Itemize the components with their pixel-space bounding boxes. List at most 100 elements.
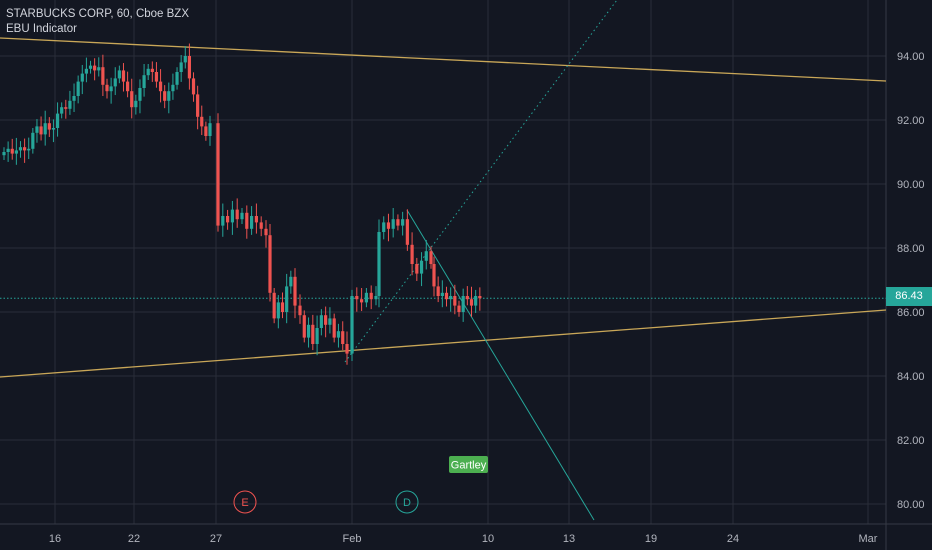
candle-body bbox=[126, 81, 130, 92]
candle-body bbox=[23, 147, 27, 151]
candle-body bbox=[419, 260, 424, 274]
candle-body bbox=[377, 232, 381, 296]
y-tick-label: 88.00 bbox=[897, 243, 925, 255]
candle-body bbox=[429, 251, 433, 264]
x-tick-label: Feb bbox=[343, 533, 362, 545]
candle-body bbox=[401, 219, 405, 226]
candle-body bbox=[474, 296, 478, 306]
event-marker-circle bbox=[395, 490, 419, 514]
candle-body bbox=[250, 216, 254, 229]
time-axis[interactable]: 16 22 27 Feb 10 13 19 24 Mar bbox=[49, 533, 878, 545]
candle-body bbox=[200, 116, 204, 127]
candle-body bbox=[465, 296, 469, 300]
candle-body bbox=[391, 219, 395, 229]
candle-body bbox=[280, 302, 285, 312]
candle-body bbox=[461, 296, 465, 312]
candle-body bbox=[6, 148, 10, 152]
symbol-title[interactable]: STARBUCKS CORP, 60, Cboe BZX bbox=[6, 8, 190, 20]
price-axis[interactable]: 80.00 82.00 84.00 86.00 88.00 90.00 92.00 94.00 bbox=[897, 51, 925, 511]
candle-body bbox=[332, 318, 336, 338]
last-price-tag: 86.43 bbox=[886, 287, 932, 306]
candle-body bbox=[440, 292, 444, 296]
candle-body bbox=[35, 126, 39, 133]
candle-body bbox=[315, 328, 319, 344]
candle-body bbox=[319, 315, 323, 328]
y-tick-label: 80.00 bbox=[897, 499, 925, 511]
candle-body bbox=[39, 126, 43, 135]
candle-body bbox=[230, 209, 234, 223]
candle-body bbox=[469, 299, 474, 306]
candle-body bbox=[444, 292, 449, 300]
candle-body bbox=[105, 84, 109, 92]
candle-body bbox=[84, 68, 88, 74]
candle-body bbox=[2, 152, 6, 156]
candle-body bbox=[187, 56, 191, 79]
candle-body bbox=[235, 209, 239, 220]
candle-body bbox=[88, 65, 93, 69]
candle-body bbox=[324, 315, 328, 325]
x-tick-label: Mar bbox=[859, 533, 878, 545]
candle-body bbox=[264, 228, 268, 236]
candle-body bbox=[121, 70, 126, 82]
candle-body bbox=[302, 315, 306, 338]
y-tick-label: 90.00 bbox=[897, 179, 925, 191]
candle-body bbox=[72, 96, 76, 101]
candle-body bbox=[245, 212, 249, 229]
candle-body bbox=[386, 222, 391, 229]
candle-body bbox=[76, 81, 80, 96]
candle-body bbox=[360, 299, 364, 303]
y-tick-label: 84.00 bbox=[897, 371, 925, 383]
candle-body bbox=[68, 100, 72, 109]
candle-body bbox=[101, 67, 105, 85]
candle-body bbox=[134, 100, 138, 108]
candle-body bbox=[154, 72, 159, 82]
candle-body bbox=[268, 235, 272, 293]
y-tick-label: 82.00 bbox=[897, 435, 925, 447]
candle-body bbox=[396, 219, 400, 226]
candle-body bbox=[259, 222, 263, 229]
candle-body bbox=[167, 91, 171, 101]
x-tick-label: 24 bbox=[727, 533, 739, 545]
candle-body bbox=[424, 251, 428, 261]
candle-body bbox=[374, 296, 378, 300]
candle-body bbox=[31, 132, 35, 149]
candle-body bbox=[364, 292, 368, 303]
candle-body bbox=[453, 296, 457, 306]
candle-body bbox=[14, 150, 18, 154]
candle-body bbox=[113, 78, 117, 87]
candle-body bbox=[226, 216, 230, 223]
candle-body bbox=[171, 84, 175, 92]
candle-body bbox=[336, 331, 341, 338]
candle-body bbox=[293, 276, 297, 306]
pattern-label: Gartley bbox=[451, 460, 487, 472]
candle-body bbox=[10, 148, 14, 154]
candles bbox=[2, 43, 482, 365]
candle-body bbox=[64, 107, 68, 109]
lower-trendline bbox=[0, 309, 887, 378]
candle-body bbox=[436, 286, 440, 296]
indicator-title[interactable]: EBU Indicator bbox=[6, 23, 77, 35]
y-tick-label: 86.00 bbox=[897, 307, 925, 319]
candle-body bbox=[208, 123, 212, 136]
x-tick-label: 10 bbox=[482, 533, 494, 545]
x-tick-label: 19 bbox=[645, 533, 657, 545]
event-marker-label: E bbox=[241, 497, 248, 509]
y-tick-label: 92.00 bbox=[897, 115, 925, 127]
candle-body bbox=[457, 305, 461, 312]
candle-body bbox=[179, 62, 183, 72]
candle-body bbox=[43, 123, 47, 135]
candle-body bbox=[240, 212, 244, 220]
candle-body bbox=[183, 56, 187, 63]
candle-body bbox=[55, 113, 60, 128]
candle-body bbox=[410, 244, 414, 264]
x-tick-label: 22 bbox=[128, 533, 140, 545]
candle-body bbox=[405, 219, 409, 245]
candle-body bbox=[478, 296, 482, 299]
candle-body bbox=[341, 331, 345, 344]
candle-body bbox=[285, 286, 289, 312]
annotations: Gartley E D bbox=[233, 456, 488, 514]
candle-body bbox=[18, 147, 23, 151]
candle-body bbox=[415, 264, 419, 274]
